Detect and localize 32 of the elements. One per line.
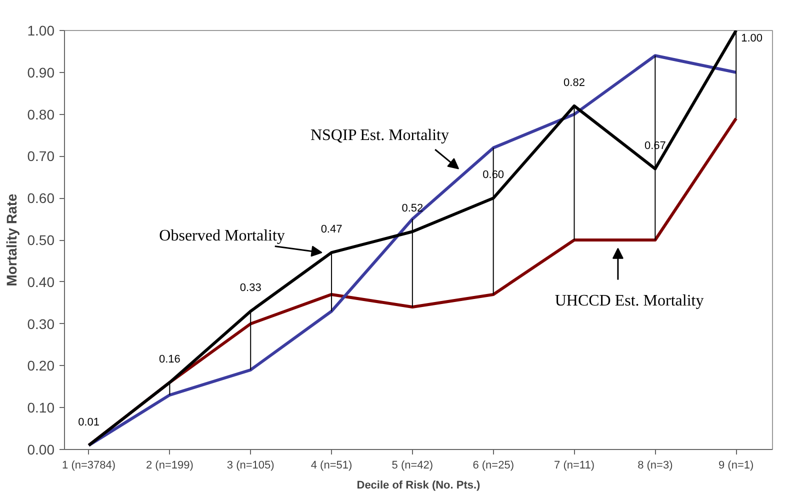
data-label: 0.82 [564, 76, 585, 89]
data-label: 0.52 [402, 202, 424, 215]
y-tick-label: 0.60 [27, 190, 55, 206]
x-tick-label: 3 (n=105) [226, 460, 274, 472]
x-tick-label: 1 (n=3784) [62, 460, 116, 472]
y-tick-label: 0.30 [27, 316, 55, 332]
y-tick-label: 0.10 [27, 400, 55, 416]
annotation: Observed Mortality [159, 227, 285, 244]
annotation: NSQIP Est. Mortality [310, 126, 450, 144]
annotation: UHCCD Est. Mortality [554, 292, 704, 310]
y-tick-label: 0.50 [27, 232, 55, 248]
data-label: 1.00 [741, 32, 763, 44]
x-tick-label: 8 (n=3) [638, 460, 673, 472]
x-tick-label: 5 (n=42) [392, 460, 434, 472]
x-tick-label: 7 (n=11) [554, 460, 594, 472]
y-tick-label: 0.40 [27, 274, 55, 290]
y-axis-title: Mortality Rate [3, 194, 20, 286]
x-axis-title: Decile of Risk (No. Pts.) [356, 480, 481, 492]
y-tick-label: 0.80 [27, 106, 55, 122]
y-tick-label: 1.00 [27, 22, 55, 38]
y-tick-label: 0.90 [27, 64, 55, 80]
x-tick-label: 6 (n=25) [472, 460, 514, 472]
y-tick-label: 0.00 [27, 442, 55, 458]
data-label: 0.16 [158, 353, 180, 366]
y-tick-label: 0.20 [27, 358, 55, 374]
x-tick-label: 4 (n=51) [310, 460, 352, 472]
data-label: 0.47 [320, 224, 342, 236]
x-tick-label: 9 (n=1) [718, 460, 754, 472]
data-label: 0.01 [78, 416, 100, 428]
x-tick-label: 2 (n=199) [146, 460, 194, 472]
y-tick-label: 0.70 [27, 148, 55, 164]
data-label: 0.33 [240, 282, 262, 294]
